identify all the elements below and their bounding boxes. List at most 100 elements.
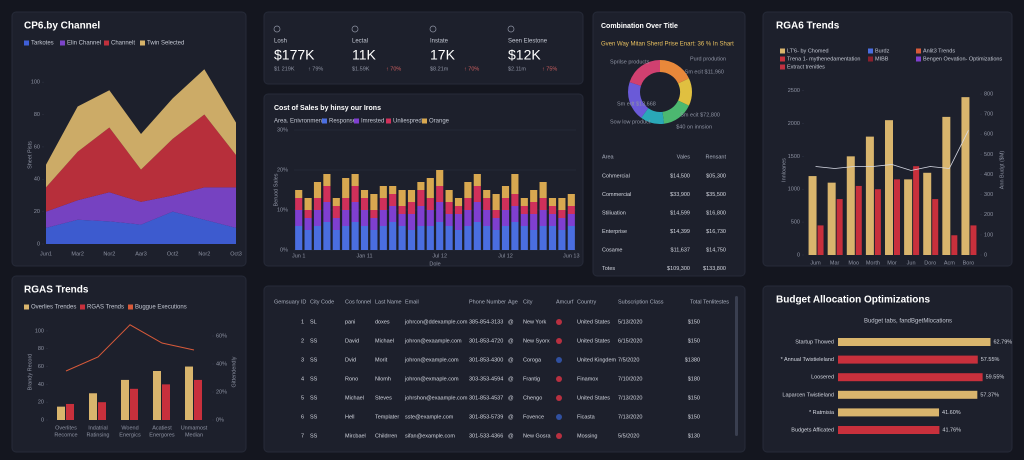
- legend-label: Orange: [429, 119, 450, 125]
- table-cell: David: [345, 338, 359, 344]
- bar: [130, 388, 138, 420]
- bar: [970, 225, 977, 255]
- bar: [846, 156, 855, 255]
- table-cell: johrcon@ddexample.com: [404, 319, 468, 325]
- table-cell: 301-853-4720: [469, 338, 503, 344]
- bar-segment: [567, 194, 575, 206]
- x-tick-label: Oct2: [167, 251, 179, 257]
- bar-segment: [530, 202, 538, 214]
- bar-label: Startup Thowed: [795, 339, 834, 345]
- tick-label: 10%: [277, 207, 288, 213]
- bar-segment: [426, 198, 434, 210]
- table-cell: SS: [310, 357, 318, 363]
- kpi-icon: [351, 25, 359, 33]
- legend-label: Imrested: [361, 119, 384, 125]
- legend-label: Response: [329, 119, 357, 125]
- table-header: Vales: [677, 154, 691, 160]
- tick-label: 0: [984, 252, 987, 258]
- legend-swatch: [916, 56, 921, 62]
- area: [46, 114, 236, 212]
- axis-title: Beruod Sales: [273, 173, 279, 206]
- kpi-delta: ↑ 70%: [464, 66, 479, 72]
- table-cell: SS: [310, 338, 318, 344]
- bar-segment: [539, 198, 547, 210]
- bar: [827, 182, 836, 255]
- annotation: Sm ecit $72,800: [680, 112, 720, 118]
- tick-label: 20: [34, 209, 40, 215]
- bar-segment: [445, 226, 453, 250]
- kpi-label: Losh: [274, 39, 287, 45]
- legend-swatch: [780, 56, 785, 62]
- bar-segment: [304, 198, 312, 210]
- tick-label: 0: [37, 241, 40, 247]
- bar-segment: [492, 218, 500, 230]
- table-cell: New Gosra: [523, 433, 551, 439]
- table-header: Country: [577, 299, 597, 305]
- bar-segment: [567, 214, 575, 226]
- x-tick-label: Ratinsing: [87, 432, 110, 438]
- donut-slice: [627, 82, 649, 118]
- bar-segment: [548, 198, 557, 206]
- subtitle: Budget tabs, fandBgetMlocations: [864, 319, 952, 325]
- bar-segment: [436, 202, 444, 222]
- table-cell: @: [508, 357, 514, 363]
- tick-label: 800: [984, 92, 993, 98]
- value-label: 57.55%: [981, 357, 1000, 363]
- bar: [855, 185, 862, 255]
- legend-swatch: [780, 64, 785, 70]
- bar-segment: [360, 198, 369, 210]
- donut-slice: [641, 108, 665, 125]
- bar-segment: [558, 230, 566, 250]
- legend-label: Unliespred: [393, 119, 422, 125]
- table-cell: 5: [301, 395, 304, 401]
- x-tick-label: Jul 12: [498, 253, 513, 259]
- kpi-icon: [273, 25, 281, 33]
- table-cell: Coroga: [523, 357, 542, 363]
- legend-swatch: [60, 40, 65, 46]
- bar-segment: [342, 210, 350, 226]
- flag-icon: [556, 376, 562, 382]
- tick-label: 300: [984, 192, 993, 198]
- bar-segment: [407, 202, 416, 214]
- tick-label: 80: [34, 112, 40, 118]
- bar: [57, 406, 65, 420]
- bar-segment: [342, 178, 350, 198]
- line: [65, 324, 195, 372]
- x-tick-label: Jun: [907, 260, 916, 266]
- table-cell: johron@exaample.com: [404, 338, 462, 344]
- x-tick-label: Mor: [887, 260, 897, 266]
- kpi-value: 17K: [430, 47, 456, 63]
- bar-segment: [445, 202, 453, 214]
- table-cell: Dvid: [345, 357, 356, 363]
- scrollbar[interactable]: [735, 296, 738, 436]
- tick-label: 60%: [216, 333, 227, 339]
- x-tick-label: Doro: [924, 260, 936, 266]
- bar-segment: [351, 202, 359, 222]
- bar-segment: [351, 174, 359, 186]
- bar-segment: [473, 174, 481, 186]
- table-cell: johron@example.com: [404, 357, 459, 363]
- x-tick-label: Oct3: [230, 251, 242, 257]
- bar-segment: [548, 226, 557, 250]
- table-cell: 301-853-4537: [469, 395, 503, 401]
- x-tick-label: Jan 11: [356, 253, 372, 259]
- bar-segment: [483, 190, 491, 198]
- table-header: Gemsuary ID: [274, 299, 306, 305]
- x-tick-label: Nor2: [198, 251, 210, 257]
- bar: [162, 384, 170, 420]
- table-header: City: [523, 299, 533, 305]
- legend-swatch: [128, 304, 133, 310]
- bar-segment: [558, 210, 566, 218]
- kpi-sub: $1.59K: [352, 66, 370, 72]
- legend-title: Area. Enivronments: [274, 119, 327, 125]
- tick-label: 600: [984, 132, 993, 138]
- bar-segment: [323, 174, 331, 186]
- value-label: 59.55%: [986, 375, 1005, 381]
- bar-segment: [332, 218, 340, 230]
- tick-label: 60: [34, 144, 40, 150]
- bar: [865, 136, 874, 255]
- bar-segment: [539, 226, 547, 250]
- panel: [592, 11, 746, 277]
- table-cell: @: [508, 414, 514, 420]
- bar: [894, 179, 900, 255]
